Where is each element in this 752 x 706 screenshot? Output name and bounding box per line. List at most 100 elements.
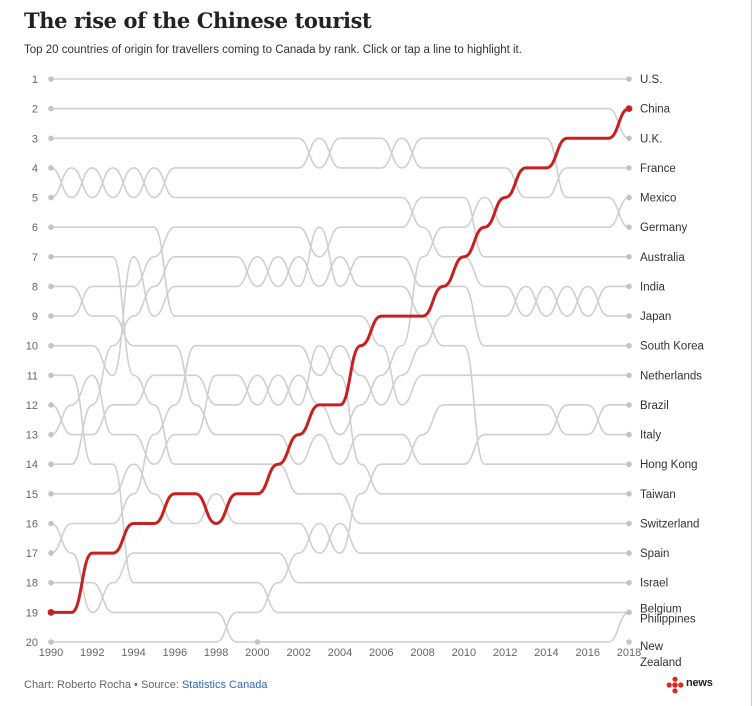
- series-dot-mexico: [48, 402, 54, 408]
- series-line-hong-kong[interactable]: [50, 256, 630, 466]
- y-tick-label: 5: [32, 193, 38, 205]
- series-line-australia[interactable]: [50, 196, 630, 317]
- y-tick-label: 7: [32, 252, 38, 264]
- end-label-italy[interactable]: Italy: [640, 430, 661, 442]
- series-dot-mexico: [626, 194, 632, 201]
- x-tick-label: 2014: [534, 647, 558, 659]
- series-line-switzerland[interactable]: [50, 255, 630, 525]
- country-labels: U.S. China U.K. France Mexico Germany Australi…: [640, 74, 705, 669]
- series-dot-china: [625, 105, 633, 113]
- series-dot-israel: [48, 520, 54, 527]
- series-line-brazil[interactable]: [50, 404, 630, 643]
- series-dot-switzerland: [626, 520, 632, 527]
- y-tick-label: 2: [32, 104, 38, 116]
- end-label-germany[interactable]: Germany: [640, 222, 688, 234]
- x-tick-label: 2018: [617, 647, 641, 659]
- y-tick-label: 9: [32, 311, 38, 323]
- series-dot-spain: [48, 491, 54, 497]
- y-tick-label: 17: [26, 548, 38, 560]
- end-label-belgium[interactable]: Belgium: [640, 603, 682, 615]
- series-dot-japan: [626, 313, 632, 319]
- footer-separator: • Source:: [131, 679, 182, 691]
- series-line-israel[interactable]: [50, 522, 630, 614]
- end-label-new-zealand[interactable]: Zealand: [640, 657, 682, 669]
- x-axis-ticks: 1990 1992 1994 1996 1998 2000 2002 2004 2006 2008…: [39, 647, 641, 659]
- series-line-italy[interactable]: [50, 285, 630, 466]
- end-label-u-s[interactable]: U.S.: [640, 74, 662, 86]
- cbc-gem-icon: [666, 676, 684, 694]
- series-dot-philippines: [626, 609, 632, 616]
- series-line-taiwan[interactable]: [50, 344, 630, 495]
- y-tick-label: 15: [26, 489, 38, 501]
- end-label-u-k[interactable]: U.K.: [640, 133, 662, 145]
- series-dot-taiwan: [626, 491, 632, 497]
- series-line-germany[interactable]: [50, 137, 630, 228]
- highlighted-series: [47, 105, 633, 616]
- end-label-japan[interactable]: Japan: [640, 311, 671, 323]
- series-dot-new-zealand: [626, 639, 632, 645]
- y-tick-label: 6: [32, 222, 38, 234]
- end-label-israel[interactable]: Israel: [640, 578, 668, 590]
- series-dot-italy: [48, 283, 54, 290]
- end-label-brazil[interactable]: Brazil: [640, 400, 669, 412]
- series-dot-brazil: [626, 402, 632, 408]
- chart-footer: Chart: Roberto Rocha • Source: Statistic…: [24, 679, 268, 691]
- series-line-india[interactable]: [50, 285, 630, 554]
- series-line-china[interactable]: [49, 107, 631, 614]
- series-line-netherlands[interactable]: [50, 226, 630, 406]
- y-tick-label: 18: [26, 578, 38, 590]
- y-tick-label: 12: [26, 400, 38, 412]
- series-dot-philippines: [48, 579, 54, 586]
- series-line-mexico[interactable]: [50, 196, 630, 436]
- series-dot-belgium: [48, 372, 54, 379]
- series-dot-hong-kong: [48, 342, 54, 349]
- series-line-france[interactable]: [50, 137, 630, 199]
- y-tick-label: 16: [26, 518, 38, 530]
- end-label-france[interactable]: France: [640, 163, 676, 175]
- end-label-philippines[interactable]: Philippines: [640, 613, 696, 625]
- series-line-south-korea[interactable]: [50, 226, 630, 466]
- end-label-india[interactable]: India: [640, 281, 666, 293]
- y-tick-label: 1: [32, 74, 38, 86]
- series-dot-south-korea: [626, 342, 632, 349]
- series-line-belgium[interactable]: [50, 374, 630, 614]
- series-dot-netherlands: [48, 224, 54, 230]
- series-dot-u-s: [626, 76, 632, 82]
- series-dot-germany: [48, 135, 54, 142]
- end-label-new-zealand[interactable]: New: [640, 641, 664, 653]
- end-label-china[interactable]: China: [640, 104, 671, 116]
- series-dot-australia: [626, 253, 632, 260]
- series-line-spain[interactable]: [50, 463, 630, 554]
- series-line-u-k[interactable]: [50, 107, 630, 140]
- series-dot-new-zealand: [254, 639, 261, 645]
- series-dot-brazil: [48, 639, 54, 645]
- series-lines: [50, 78, 630, 643]
- x-tick-label: 2002: [286, 647, 310, 659]
- end-label-australia[interactable]: Australia: [640, 252, 685, 264]
- series-dot-italy: [626, 431, 632, 438]
- source-link[interactable]: Statistics Canada: [181, 679, 268, 691]
- x-tick-label: 2004: [328, 647, 352, 659]
- end-label-mexico[interactable]: Mexico: [640, 193, 676, 205]
- page-title: The rise of the Chinese tourist: [24, 8, 372, 33]
- end-label-hong-kong[interactable]: Hong Kong: [640, 459, 698, 471]
- series-line-japan[interactable]: [50, 167, 630, 317]
- series-dot-u-k: [48, 105, 54, 112]
- y-tick-label: 3: [32, 133, 38, 145]
- series-dot-france: [48, 165, 54, 171]
- end-label-switzerland[interactable]: Switzerland: [640, 518, 699, 530]
- end-label-netherlands[interactable]: Netherlands: [640, 370, 702, 382]
- y-tick-label: 19: [26, 607, 38, 619]
- x-tick-label: 2000: [245, 647, 269, 659]
- series-line-philippines[interactable]: [50, 581, 630, 643]
- y-tick-label: 20: [26, 637, 38, 649]
- end-label-spain[interactable]: Spain: [640, 548, 669, 560]
- series-dot-australia: [48, 313, 54, 319]
- end-dots: [48, 76, 632, 645]
- x-tick-label: 1994: [121, 647, 145, 659]
- end-label-south-korea[interactable]: South Korea: [640, 341, 705, 353]
- series-dot-india: [48, 550, 54, 556]
- series-dot-netherlands: [626, 372, 632, 379]
- end-label-taiwan[interactable]: Taiwan: [640, 489, 676, 501]
